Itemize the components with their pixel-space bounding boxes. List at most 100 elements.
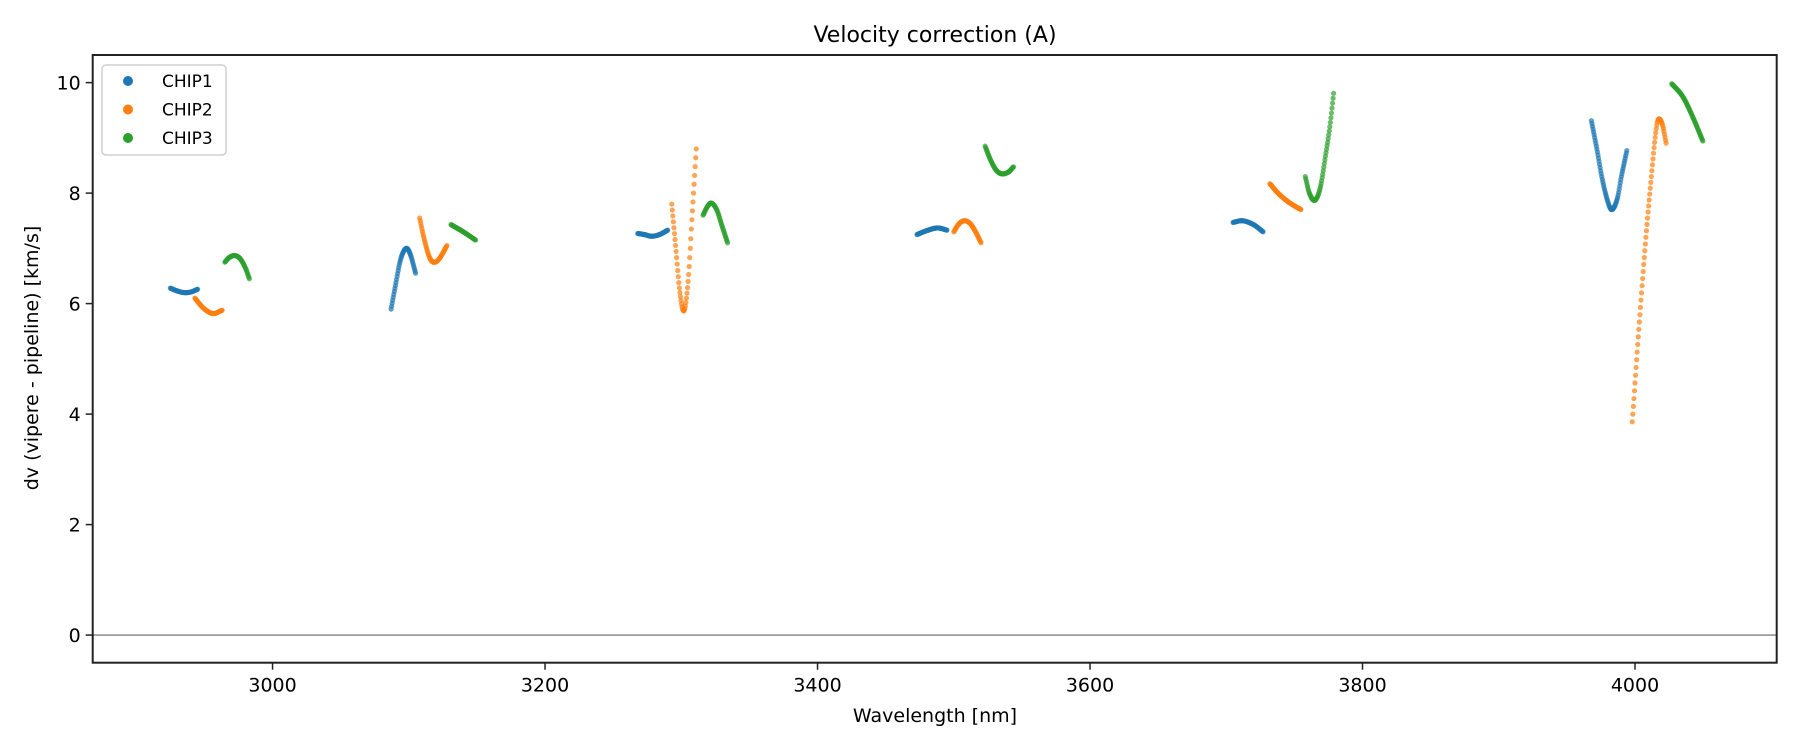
series-chip2 (192, 116, 1669, 425)
y-tick-label: 0 (69, 625, 81, 647)
data-point (671, 225, 677, 231)
data-point (1635, 341, 1641, 348)
legend-marker-chip1 (123, 76, 133, 86)
data-point (1646, 203, 1652, 209)
data-point (1329, 105, 1335, 111)
data-point (1328, 115, 1334, 121)
y-tick-label: 4 (69, 404, 81, 426)
data-point (1644, 215, 1651, 221)
legend-label: CHIP3 (162, 129, 213, 149)
data-point (686, 271, 692, 278)
data-point (677, 294, 684, 300)
data-point (684, 290, 690, 296)
data-point (195, 286, 201, 292)
data-point (693, 146, 699, 152)
data-point (674, 255, 680, 261)
data-point (683, 299, 689, 306)
axes-frame (91, 54, 1778, 664)
data-point (1634, 357, 1640, 363)
data-point (692, 163, 698, 170)
data-point (669, 201, 675, 207)
data-point (246, 276, 252, 282)
data-point (1641, 254, 1647, 261)
data-point (675, 274, 681, 280)
data-point (1650, 150, 1657, 156)
data-point (669, 207, 675, 213)
data-point (1640, 268, 1646, 275)
x-tick-label: 3200 (521, 675, 569, 697)
x-tick-label: 4000 (1611, 675, 1659, 697)
data-point (1638, 290, 1645, 296)
data-point (1652, 139, 1658, 145)
data-point (685, 278, 691, 285)
y-tick-label: 8 (69, 183, 81, 205)
data-point (1636, 326, 1642, 333)
data-point (673, 248, 679, 254)
legend: CHIP1 CHIP2 CHIP3 (101, 64, 227, 156)
data-point (677, 289, 683, 296)
data-point (1643, 234, 1649, 240)
data-point (1651, 145, 1657, 151)
data-point (1646, 197, 1652, 203)
data-point (1643, 228, 1650, 234)
data-point (1648, 179, 1654, 185)
data-point (1638, 297, 1644, 303)
y-tick-label: 6 (69, 294, 81, 316)
data-point (1645, 209, 1651, 215)
data-point (693, 155, 699, 161)
legend-marker-chip3 (123, 133, 133, 143)
data-point (1650, 156, 1656, 162)
data-point (671, 231, 678, 237)
legend-label: CHIP2 (162, 101, 213, 121)
data-point (1010, 164, 1017, 170)
data-point (1630, 411, 1636, 417)
data-point (1644, 221, 1650, 227)
x-axis-ticks: 3000 3200 3400 3600 3800 4000 (248, 662, 1659, 697)
y-tick-label: 10 (57, 73, 81, 95)
data-point (1326, 128, 1332, 134)
data-point (686, 263, 692, 270)
y-tick-label: 2 (69, 515, 81, 537)
data-point (692, 172, 698, 179)
data-point (690, 190, 697, 196)
data-point (1260, 229, 1266, 235)
data-point (688, 226, 694, 232)
data-point (725, 240, 731, 246)
data-point (1629, 419, 1635, 425)
data-point (1636, 319, 1642, 325)
data-point (1634, 349, 1640, 355)
data-point (691, 181, 697, 187)
data-point (1630, 403, 1636, 409)
data-point (944, 227, 950, 233)
data-point (1648, 173, 1654, 180)
data-point (1637, 304, 1644, 310)
data-point (1649, 168, 1655, 174)
chart-title: Velocity correction (A) (813, 23, 1056, 48)
data-point (676, 285, 682, 291)
data-point (1326, 132, 1332, 138)
data-point (1631, 395, 1637, 402)
data-point (689, 217, 695, 223)
data-point (1700, 138, 1706, 144)
data-point (978, 240, 984, 246)
data-point (1637, 312, 1643, 318)
x-tick-label: 3000 (248, 675, 296, 697)
data-point (413, 270, 419, 276)
plot-points (167, 81, 1706, 425)
data-point (687, 245, 693, 251)
series-chip1 (167, 118, 1630, 312)
data-point (444, 242, 450, 249)
data-point (1641, 261, 1647, 268)
x-axis-label: Wavelength [nm] (853, 705, 1017, 727)
x-tick-label: 3400 (793, 675, 841, 697)
data-point (1663, 140, 1669, 146)
data-point (683, 295, 690, 301)
legend-label: CHIP1 (162, 72, 213, 92)
data-point (672, 242, 679, 249)
data-point (675, 267, 681, 274)
data-point (1631, 388, 1638, 394)
data-point (687, 255, 693, 261)
legend-box (101, 64, 227, 156)
data-point (1649, 162, 1656, 168)
